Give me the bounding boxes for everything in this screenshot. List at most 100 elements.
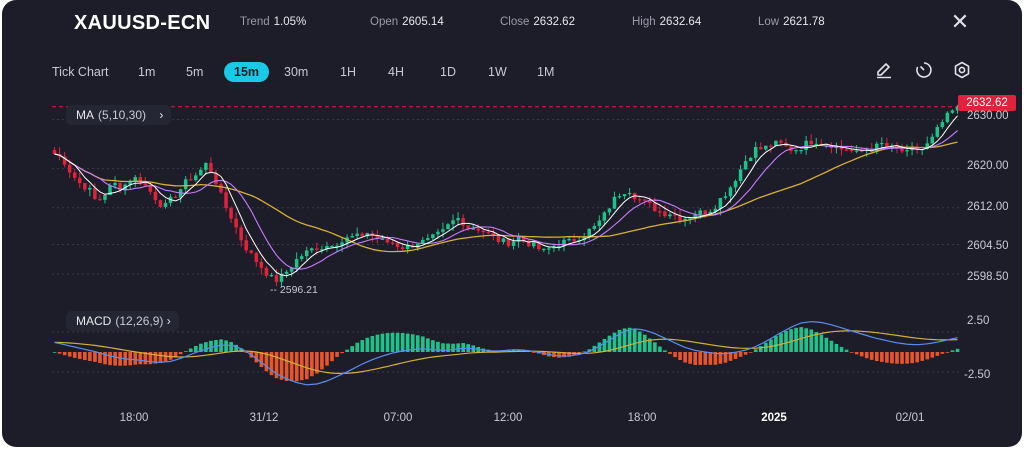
candle-body <box>158 200 163 207</box>
candle-body <box>466 225 470 229</box>
macd-histogram-bar <box>284 352 289 381</box>
tab-15m[interactable]: 15m <box>224 62 270 82</box>
macd-histogram-bar <box>814 332 819 352</box>
price-tick: 2604.50 <box>967 240 1009 252</box>
tab-1h[interactable]: 1H <box>340 65 356 79</box>
candle-body <box>274 275 279 282</box>
tab-30m[interactable]: 30m <box>284 65 309 79</box>
macd-line <box>54 321 958 386</box>
candle-body <box>143 182 148 186</box>
close-stat: Close 2632.62 <box>500 16 575 28</box>
macd-indicator-label[interactable]: MACD (12,26,9) › <box>66 311 179 331</box>
macd-histogram-bar <box>632 328 637 352</box>
candle-body <box>769 145 773 147</box>
macd-histogram-bar <box>320 352 324 370</box>
macd-histogram-bar <box>617 329 622 352</box>
macd-histogram-bar <box>451 343 455 352</box>
low-marker: -- 2596.21 <box>270 284 318 296</box>
ma10-line <box>54 130 958 270</box>
candle-body <box>794 150 798 152</box>
macd-histogram-bar <box>183 351 188 352</box>
candle-body <box>491 232 496 236</box>
candle-body <box>199 169 203 176</box>
macd-histogram-bar <box>582 351 587 353</box>
candle-body <box>52 150 57 154</box>
macd-histogram-bar <box>703 352 708 365</box>
macd-histogram-bar <box>935 352 940 356</box>
macd-histogram-bar <box>385 333 390 352</box>
candle-body <box>204 163 208 170</box>
candle-body <box>365 233 370 237</box>
candle-body <box>905 150 909 152</box>
macd-histogram-bar <box>663 350 667 352</box>
candle-body <box>537 242 541 250</box>
candle-body <box>718 197 723 209</box>
macd-histogram-bar <box>83 352 87 361</box>
candle-body <box>617 196 622 198</box>
candle-body <box>854 150 859 152</box>
macd-histogram-bar <box>380 333 385 352</box>
macd-histogram-bar <box>688 352 692 364</box>
candle-body <box>476 228 481 231</box>
macd-histogram-bar <box>557 352 561 358</box>
macd-histogram-bar <box>148 352 153 365</box>
chevron-right-icon: › <box>166 314 171 328</box>
candle-body <box>764 145 768 150</box>
candle-body <box>264 267 269 276</box>
macd-histogram-bar <box>340 352 344 354</box>
candle-body <box>526 240 531 247</box>
ma-indicator-label[interactable]: MA (5,10,30) › <box>66 105 172 125</box>
macd-histogram-bar <box>723 352 728 363</box>
macd-histogram-bar <box>567 352 571 357</box>
tab-1mo[interactable]: 1M <box>537 65 555 79</box>
candle-body <box>612 196 617 209</box>
settings-hexagon-icon[interactable] <box>952 60 972 80</box>
macd-histogram-bar <box>506 349 511 352</box>
time-tick: 18:00 <box>119 412 149 424</box>
tab-1d[interactable]: 1D <box>440 65 456 79</box>
macd-histogram-bar <box>658 346 662 352</box>
candle-body <box>360 233 364 237</box>
tab-5m[interactable]: 5m <box>186 65 204 79</box>
macd-histogram-bar <box>294 352 299 382</box>
candle-body <box>511 241 516 246</box>
macd-histogram-bar <box>895 352 899 364</box>
candle-body <box>214 173 218 185</box>
candle-body <box>547 248 551 250</box>
close-icon[interactable]: ✕ <box>950 9 970 34</box>
candle-body <box>637 199 642 201</box>
macd-histogram-bar <box>259 352 264 368</box>
tab-4h[interactable]: 4H <box>388 65 404 79</box>
candle-body <box>849 149 854 152</box>
candle-body <box>774 140 778 146</box>
tab-1w[interactable]: 1W <box>488 65 507 79</box>
macd-histogram-bar <box>209 340 213 352</box>
macd-histogram-bar <box>880 352 884 362</box>
tab-tick-chart[interactable]: Tick Chart <box>52 65 109 79</box>
candle-body <box>405 245 410 250</box>
candle-body <box>294 259 299 268</box>
candle-body <box>733 180 738 188</box>
macd-histogram-bar <box>254 352 259 363</box>
candle-body <box>335 245 339 247</box>
macd-histogram-bar <box>244 352 249 353</box>
candle-body <box>834 146 839 149</box>
macd-histogram-bar <box>784 330 788 352</box>
candle-body <box>355 233 359 237</box>
timer-icon[interactable] <box>914 60 934 80</box>
candle-body <box>380 238 385 240</box>
macd-histogram-bar <box>915 352 919 363</box>
candle-body <box>607 208 612 213</box>
pencil-icon[interactable] <box>874 60 894 80</box>
macd-histogram-bar <box>779 333 783 352</box>
macd-histogram-bar <box>158 352 163 363</box>
macd-histogram-bar <box>274 352 279 379</box>
price-tick: 2620.00 <box>967 160 1009 172</box>
candle-body <box>880 142 884 145</box>
tab-1m[interactable]: 1m <box>138 65 156 79</box>
macd-histogram-bar <box>562 352 566 358</box>
ma30-line <box>54 141 958 253</box>
candle-body <box>592 226 597 229</box>
